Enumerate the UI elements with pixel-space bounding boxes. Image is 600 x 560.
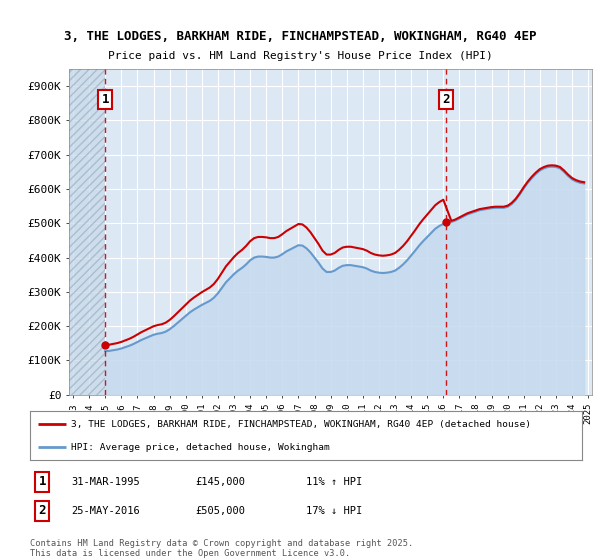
Text: £505,000: £505,000: [196, 506, 245, 516]
Text: Contains HM Land Registry data © Crown copyright and database right 2025.: Contains HM Land Registry data © Crown c…: [30, 539, 413, 548]
Text: HPI: Average price, detached house, Wokingham: HPI: Average price, detached house, Woki…: [71, 442, 330, 451]
Text: 3, THE LODGES, BARKHAM RIDE, FINCHAMPSTEAD, WOKINGHAM, RG40 4EP: 3, THE LODGES, BARKHAM RIDE, FINCHAMPSTE…: [64, 30, 536, 44]
Text: 2: 2: [38, 504, 46, 517]
Text: 3, THE LODGES, BARKHAM RIDE, FINCHAMPSTEAD, WOKINGHAM, RG40 4EP (detached house): 3, THE LODGES, BARKHAM RIDE, FINCHAMPSTE…: [71, 420, 532, 429]
Text: 25-MAY-2016: 25-MAY-2016: [71, 506, 140, 516]
Text: 11% ↑ HPI: 11% ↑ HPI: [306, 477, 362, 487]
Text: 1: 1: [101, 94, 109, 106]
Text: 1: 1: [38, 475, 46, 488]
Text: £145,000: £145,000: [196, 477, 245, 487]
Text: Price paid vs. HM Land Registry's House Price Index (HPI): Price paid vs. HM Land Registry's House …: [107, 51, 493, 61]
Text: 2: 2: [442, 94, 449, 106]
Text: This data is licensed under the Open Government Licence v3.0.: This data is licensed under the Open Gov…: [30, 549, 350, 558]
Text: 17% ↓ HPI: 17% ↓ HPI: [306, 506, 362, 516]
Text: 31-MAR-1995: 31-MAR-1995: [71, 477, 140, 487]
